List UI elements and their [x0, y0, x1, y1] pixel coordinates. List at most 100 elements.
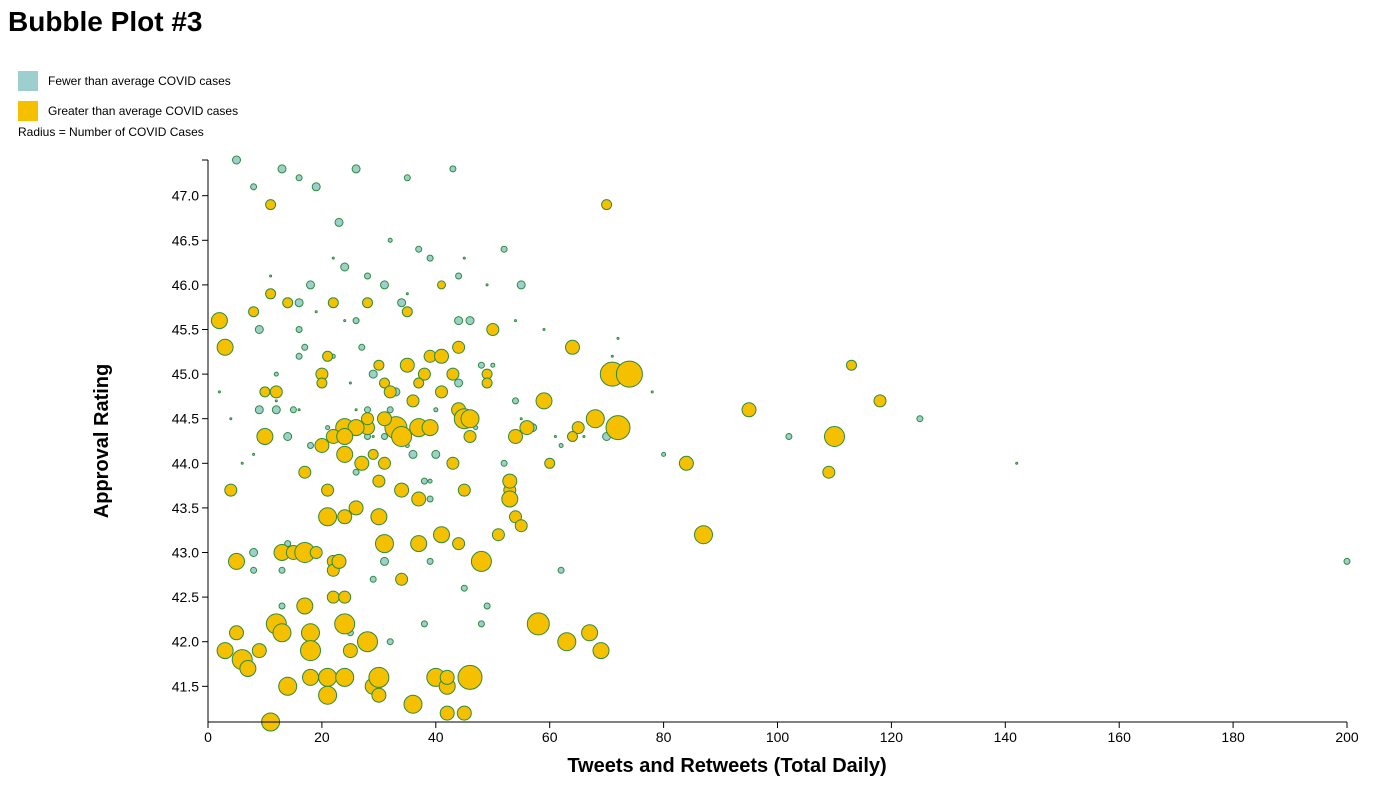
bubble-greater — [371, 687, 387, 703]
x-tick-label: 80 — [656, 729, 672, 745]
bubble-greater — [846, 359, 857, 371]
bubble-greater — [678, 455, 694, 471]
bubble-greater — [873, 394, 887, 408]
bubble-fewer — [380, 556, 389, 566]
legend: Fewer than average COVID cases Greater t… — [18, 70, 238, 139]
x-tick-label: 40 — [428, 729, 444, 745]
bubble-fewer — [500, 245, 508, 253]
bubble-fewer — [254, 325, 264, 334]
bubble-greater — [370, 508, 388, 526]
bubble-fewer — [433, 407, 439, 413]
bubble-greater — [377, 411, 392, 427]
bubble-fewer — [465, 316, 475, 326]
bubble-greater — [457, 664, 483, 690]
bubble-greater — [557, 632, 577, 652]
bubble-fewer — [449, 165, 457, 173]
bubble-greater — [338, 590, 352, 604]
bubble-greater — [403, 694, 423, 714]
bubble-greater — [342, 643, 358, 659]
bubble-fewer — [295, 352, 303, 360]
bubble-greater — [210, 312, 228, 330]
bubble-fewer — [274, 399, 278, 403]
bubble-fewer — [294, 298, 304, 308]
bubble-greater — [592, 642, 610, 660]
bubble-greater — [256, 428, 274, 445]
bubble-fewer — [371, 435, 375, 438]
bubble-fewer — [381, 433, 388, 440]
bubble-greater — [399, 357, 415, 373]
bubble-fewer — [295, 326, 303, 333]
bubble-fewer — [455, 272, 463, 280]
bubble-greater — [417, 367, 431, 381]
bubble-greater — [361, 412, 374, 426]
bubble-greater — [439, 705, 455, 721]
bubble-fewer — [232, 155, 241, 165]
legend-swatch-fewer — [18, 71, 38, 91]
bubble-greater — [379, 377, 390, 389]
bubble-fewer — [427, 478, 433, 484]
y-tick-label: 43.5 — [172, 500, 199, 516]
bubble-greater — [435, 385, 448, 399]
bubble-fewer — [483, 602, 491, 610]
bubble-fewer — [252, 452, 256, 456]
bubble-greater — [251, 643, 267, 659]
bubble-fewer — [519, 417, 523, 421]
bubble-fewer — [352, 468, 360, 476]
bubble-fewer — [351, 164, 361, 174]
bubble-fewer — [352, 317, 360, 325]
bubble-greater — [318, 507, 338, 527]
bubble-greater — [605, 415, 631, 441]
bubble-greater — [601, 199, 613, 211]
bubble-fewer — [490, 362, 496, 368]
bubble-greater — [411, 491, 427, 507]
bubble-fewer — [415, 245, 423, 253]
bubble-fewer — [314, 310, 318, 314]
x-tick-label: 0 — [204, 729, 212, 745]
bubble-greater — [433, 526, 450, 544]
bubble-fewer — [516, 280, 526, 290]
bubble-fewer — [462, 256, 466, 260]
bubble-greater — [318, 667, 338, 687]
bubble-fewer — [785, 433, 793, 440]
bubble-greater — [314, 438, 330, 453]
bubble-greater — [269, 385, 283, 399]
bubble-greater — [452, 340, 466, 354]
bubble-fewer — [386, 406, 394, 414]
bubble-greater — [259, 386, 271, 398]
bubble-fewer — [325, 425, 331, 431]
y-tick-label: 44.5 — [172, 411, 199, 427]
bubble-fewer — [297, 408, 301, 412]
x-tick-label: 200 — [1335, 729, 1359, 745]
bubble-greater — [446, 456, 460, 470]
bubble-greater — [248, 306, 260, 318]
bubble-greater — [265, 288, 277, 300]
bubble-greater — [378, 456, 391, 470]
bubble-greater — [434, 348, 449, 364]
bubble-fewer — [229, 417, 233, 421]
bubble-greater — [375, 534, 394, 554]
legend-label-fewer: Fewer than average COVID cases — [48, 74, 231, 88]
bubble-fewer — [250, 183, 258, 191]
bubble-greater — [224, 483, 238, 497]
bubble-fewer — [271, 405, 281, 415]
x-tick-label: 120 — [880, 729, 904, 745]
bubble-greater — [298, 465, 312, 479]
bubble-fewer — [369, 575, 377, 583]
bubble-fewer — [217, 390, 221, 394]
x-axis-title: Tweets and Retweets (Total Daily) — [567, 755, 886, 777]
x-tick-label: 100 — [766, 729, 790, 745]
bubble-greater — [615, 360, 643, 388]
bubble-greater — [519, 420, 535, 436]
bubble-greater — [535, 392, 553, 410]
bubble-greater — [265, 199, 277, 211]
bubble-fewer — [386, 638, 394, 646]
bubble-fewer — [358, 343, 366, 351]
bubble-fewer — [368, 369, 378, 379]
bubble-greater — [337, 509, 353, 525]
bubble-greater — [694, 525, 713, 545]
bubble-greater — [502, 473, 518, 489]
bubble-fewer — [340, 262, 350, 272]
bubble-fewer — [1015, 461, 1019, 465]
bubble-greater — [406, 394, 420, 408]
